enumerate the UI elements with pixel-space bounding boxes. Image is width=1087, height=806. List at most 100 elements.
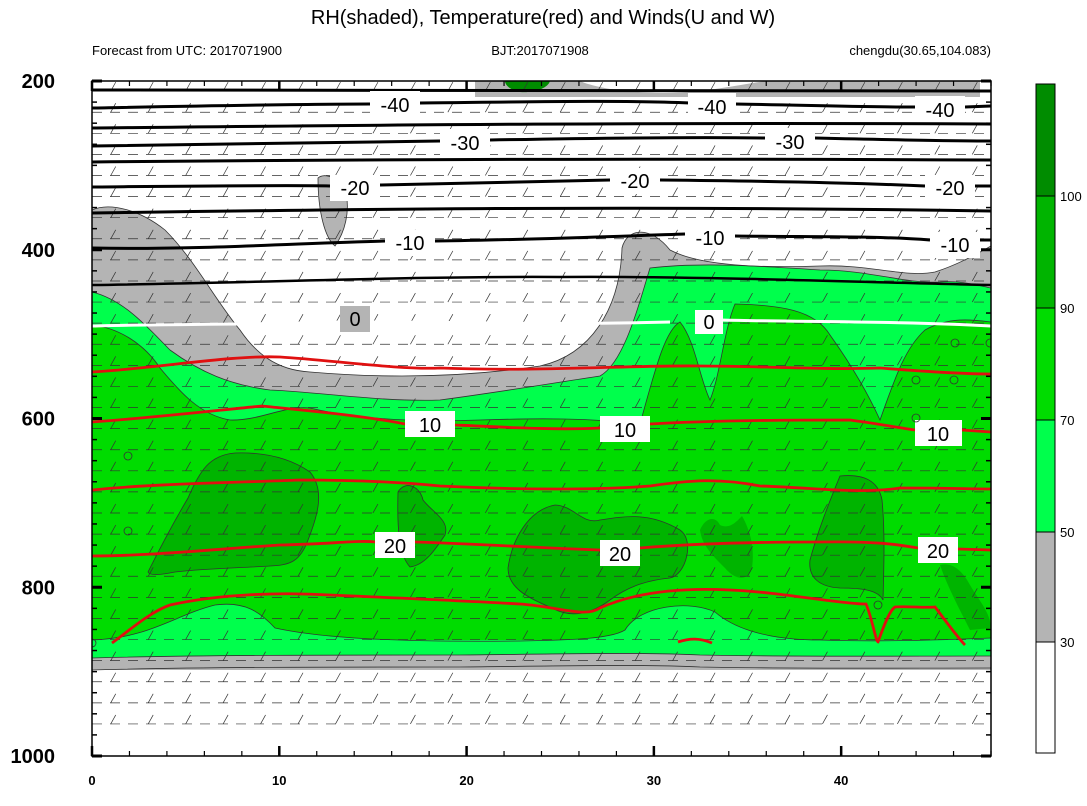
svg-text:20: 20 <box>609 544 631 566</box>
wind-barb <box>709 208 716 218</box>
label-10-2: 10 <box>600 416 650 442</box>
wind-barb <box>110 609 117 619</box>
label-minus10-3: -10 <box>930 232 980 258</box>
wind-barb <box>147 630 154 640</box>
colorbar-bin-gray <box>1036 532 1055 642</box>
wind-barb <box>485 356 491 366</box>
wind-barb <box>784 250 791 261</box>
rh-dark-green-blob-4 <box>700 516 753 578</box>
wind-barb <box>747 524 753 535</box>
wind-barb <box>747 440 753 450</box>
svg-text:-20: -20 <box>621 171 650 193</box>
wind-barb <box>784 166 791 176</box>
wind-barb <box>672 356 678 366</box>
wind-barb <box>335 651 341 661</box>
wind-barb <box>859 609 866 619</box>
wind-barb <box>297 440 304 450</box>
svg-text:0: 0 <box>703 312 714 334</box>
wind-barb <box>971 335 978 345</box>
wind-barb <box>222 609 229 619</box>
wind-barb <box>971 714 978 725</box>
wind-barb <box>185 398 191 408</box>
wind-barb <box>672 609 678 619</box>
wind-barb <box>485 546 491 556</box>
wind-barb <box>297 187 304 197</box>
wind-barb <box>410 145 416 155</box>
wind-barb <box>522 588 529 598</box>
wind-barb <box>897 609 903 619</box>
wind-barb <box>485 377 491 387</box>
wind-barb <box>185 609 191 619</box>
wind-barb <box>559 672 566 682</box>
isotherms-warm <box>92 355 991 646</box>
svg-text:-10: -10 <box>941 235 970 257</box>
wind-barb <box>672 461 678 471</box>
x-tick-label: 20 <box>459 773 473 788</box>
wind-barb <box>447 103 454 113</box>
wind-barb <box>410 187 416 197</box>
wind-barb <box>971 672 978 682</box>
wind-barb <box>559 335 566 345</box>
wind-barb <box>971 693 978 704</box>
wind-barb <box>784 714 791 725</box>
isotherm-20 <box>92 540 991 558</box>
wind-barb <box>559 166 566 176</box>
wind-barb <box>559 187 566 197</box>
isotherm-cold-2 <box>92 121 991 130</box>
wind-barb <box>597 588 603 598</box>
wind-barb <box>110 714 117 725</box>
wind-barb <box>185 229 191 239</box>
wind-barb <box>897 292 903 303</box>
wind-barb <box>747 208 753 218</box>
label-minus40-2: -40 <box>688 93 736 119</box>
wind-barb <box>447 714 454 725</box>
wind-barb <box>260 672 266 682</box>
wind-barb <box>747 567 753 577</box>
wind-barb <box>559 461 566 471</box>
wind-barb <box>971 271 978 282</box>
wind-barb <box>485 651 491 661</box>
wind-barb <box>597 672 603 682</box>
wind-barb <box>335 335 341 345</box>
wind-barb <box>672 398 678 408</box>
wind-barb <box>747 145 753 155</box>
wind-barb <box>971 482 978 493</box>
wind-barb <box>747 398 753 408</box>
wind-barb <box>522 292 529 303</box>
wind-barb <box>222 271 229 282</box>
wind-barb <box>147 693 154 704</box>
wind-barb <box>260 651 266 661</box>
wind-barb <box>110 651 117 661</box>
wind-barb <box>672 714 678 725</box>
wind-barb <box>372 398 379 408</box>
wind-barb <box>147 651 154 661</box>
wind-barb <box>297 229 304 239</box>
wind-barb <box>709 440 716 450</box>
wind-barb <box>934 377 941 387</box>
wind-barb <box>709 145 716 155</box>
wind-barb <box>485 461 491 471</box>
wind-barb <box>971 356 978 366</box>
wind-barb <box>447 524 454 535</box>
wind-barb <box>597 103 603 113</box>
label-minus30-2: -30 <box>765 128 815 154</box>
wind-barb <box>897 271 903 282</box>
wind-barb <box>784 609 791 619</box>
wind-barb <box>110 356 117 366</box>
wind-barb <box>147 335 154 345</box>
wind-barb <box>859 187 866 197</box>
wind-barb <box>709 503 716 514</box>
colorbar-label-30: 30 <box>1060 635 1074 650</box>
svg-text:-10: -10 <box>396 233 425 255</box>
wind-barb <box>297 693 304 704</box>
wind-barb <box>897 335 903 345</box>
wind-barb <box>185 250 191 261</box>
wind-barb <box>822 714 828 725</box>
label-10-3: 10 <box>915 420 962 446</box>
wind-barb <box>559 651 566 661</box>
wind-barb <box>709 672 716 682</box>
wind-barb <box>709 187 716 197</box>
wind-barb <box>260 693 266 704</box>
wind-barb <box>672 145 678 155</box>
wind-barb <box>784 672 791 682</box>
